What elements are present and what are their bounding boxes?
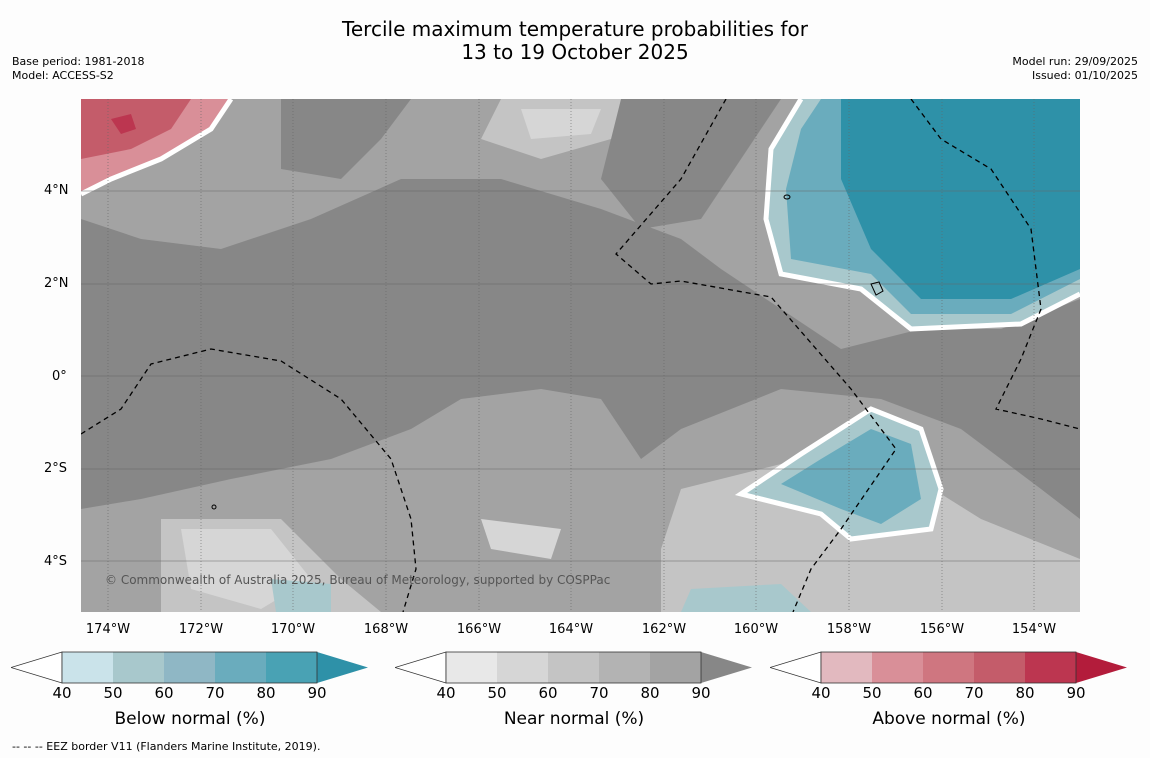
colorbar-above-normal	[770, 651, 1127, 684]
below-swatch-3	[215, 652, 266, 683]
colorbar-near-ticks: 40 50 60 70 80 90	[395, 684, 753, 702]
grid-lines	[81, 99, 1080, 612]
below-tick-50: 50	[103, 684, 123, 702]
lon-label-166w: 166°W	[456, 622, 502, 637]
issued-date: Issued: 01/10/2025	[1031, 69, 1138, 82]
near-tick-80: 80	[640, 684, 660, 702]
base-period: Base period: 1981-2018	[12, 55, 145, 68]
above-swatch-2	[923, 652, 974, 683]
lon-label-174w: 174°W	[85, 622, 131, 637]
below-tick-60: 60	[154, 684, 174, 702]
below-swatch-4	[266, 652, 317, 683]
above-swatch-3	[974, 652, 1025, 683]
eez-footnote: -- -- -- EEZ border V11 (Flanders Marine…	[12, 740, 321, 753]
near-tick-70: 70	[589, 684, 609, 702]
probability-map	[81, 99, 1080, 612]
model-name: Model: ACCESS-S2	[12, 69, 114, 82]
lat-label-2s: 2°S	[44, 461, 68, 476]
above-normal-label: Above normal (%)	[872, 709, 1026, 729]
below-swatch-5	[317, 652, 368, 683]
near-tick-40: 40	[436, 684, 456, 702]
islands	[211, 194, 884, 510]
title-line-2: 13 to 19 October 2025	[461, 40, 689, 64]
eez-borders	[81, 99, 1080, 612]
colorbar-below-ticks: 40 50 60 70 80 90	[11, 684, 369, 702]
near-normal-60-north	[521, 109, 601, 139]
colorbar-near-normal	[395, 651, 752, 684]
lon-label-168w: 168°W	[363, 622, 409, 637]
colorbar-below-normal	[11, 651, 368, 684]
near-tick-60: 60	[538, 684, 558, 702]
colorbar-above-ticks: 40 50 60 70 80 90	[770, 684, 1128, 702]
lat-label-4s: 4°S	[44, 554, 68, 569]
above-tick-60: 60	[913, 684, 933, 702]
below-swatch-0	[62, 652, 113, 683]
lon-label-162w: 162°W	[641, 622, 687, 637]
below-normal-50-southedge	[681, 584, 811, 612]
above-swatch-0	[821, 652, 872, 683]
near-swatch-4	[650, 652, 701, 683]
lat-label-0: 0°	[52, 369, 67, 384]
above-swatch-1	[872, 652, 923, 683]
near-tick-90: 90	[691, 684, 711, 702]
near-normal-90-central	[601, 99, 781, 229]
lon-label-160w: 160°W	[733, 622, 779, 637]
above-normal-boundary	[81, 99, 234, 197]
lon-label-156w: 156°W	[919, 622, 965, 637]
below-normal-boundary-north	[763, 99, 1080, 332]
map-title: Tercile maximum temperature probabilitie…	[0, 18, 1150, 64]
model-run: Model run: 29/09/2025	[1012, 55, 1138, 68]
lon-label-158w: 158°W	[826, 622, 872, 637]
above-tick-80: 80	[1015, 684, 1035, 702]
near-swatch-2	[548, 652, 599, 683]
meta-right: Model run: 29/09/2025 Issued: 01/10/2025	[1012, 55, 1138, 83]
below-swatch-2	[164, 652, 215, 683]
below-normal-90-north	[841, 99, 1080, 299]
near-tick-50: 50	[487, 684, 507, 702]
below-tick-90: 90	[307, 684, 327, 702]
copyright-text: © Commonwealth of Australia 2025, Bureau…	[105, 573, 611, 587]
near-normal-90-region	[81, 179, 1080, 519]
above-tick-70: 70	[964, 684, 984, 702]
lat-label-2n: 2°N	[44, 276, 69, 291]
near-swatch-3	[599, 652, 650, 683]
above-swatch-4	[1025, 652, 1076, 683]
below-normal-boundary-south	[734, 406, 944, 542]
below-tick-40: 40	[52, 684, 72, 702]
lon-label-170w: 170°W	[270, 622, 316, 637]
lon-label-164w: 164°W	[548, 622, 594, 637]
above-normal-80-region	[111, 114, 136, 134]
near-swatch-0	[446, 652, 497, 683]
title-line-1: Tercile maximum temperature probabilitie…	[342, 17, 808, 41]
above-swatch-5	[1076, 652, 1127, 683]
above-tick-40: 40	[811, 684, 831, 702]
map-canvas	[81, 99, 1080, 612]
near-normal-label: Near normal (%)	[503, 709, 645, 729]
above-tick-90: 90	[1066, 684, 1086, 702]
near-swatch-1	[497, 652, 548, 683]
below-normal-70-south	[781, 429, 921, 524]
below-normal-label: Below normal (%)	[114, 709, 266, 729]
lat-label-4n: 4°N	[44, 183, 69, 198]
below-swatch-1	[113, 652, 164, 683]
below-normal-50-southwest	[271, 579, 331, 612]
below-tick-70: 70	[205, 684, 225, 702]
above-tick-50: 50	[862, 684, 882, 702]
lon-label-154w: 154°W	[1011, 622, 1057, 637]
near-swatch-5	[701, 652, 752, 683]
near-normal-90-north	[281, 99, 411, 179]
below-tick-80: 80	[256, 684, 276, 702]
lon-label-172w: 172°W	[178, 622, 224, 637]
meta-left: Base period: 1981-2018 Model: ACCESS-S2	[12, 55, 144, 83]
near-normal-60-south	[481, 519, 561, 559]
